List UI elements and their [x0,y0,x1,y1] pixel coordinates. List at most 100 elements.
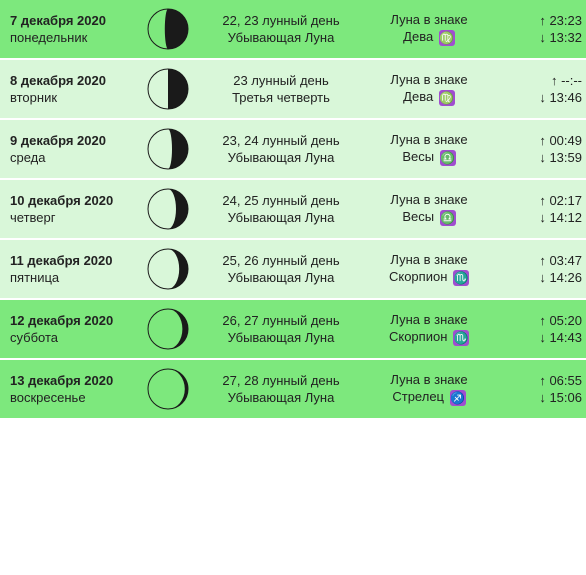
phase-name-text: Убывающая Луна [228,390,335,405]
zodiac-glyph-icon: ♐ [450,390,466,406]
date-text: 10 декабря 2020 [10,193,130,208]
calendar-row[interactable]: 11 декабря 2020 пятница 25, 26 лунный де… [0,240,586,300]
zodiac-cell: Луна в знаке Дева ♍ [364,12,494,46]
zodiac-glyph-icon: ♎ [440,150,456,166]
moonset-time: ↓ 13:46 [539,90,582,105]
weekday-text: воскресенье [10,390,130,405]
times-cell: ↑ --:-- ↓ 13:46 [502,73,582,105]
moon-in-sign-label: Луна в знаке [390,312,467,327]
weekday-text: суббота [10,330,130,345]
phase-name-text: Убывающая Луна [228,330,335,345]
times-cell: ↑ 06:55 ↓ 15:06 [502,373,582,405]
zodiac-cell: Луна в знаке Весы ♎ [364,192,494,226]
date-cell: 13 декабря 2020 воскресенье [10,373,130,405]
date-text: 12 декабря 2020 [10,313,130,328]
phase-name-text: Убывающая Луна [228,30,335,45]
zodiac-sign-name: Весы [402,149,434,164]
zodiac-sign-name: Дева [403,89,433,104]
moonset-time: ↓ 14:12 [539,210,582,225]
moon-phase-icon [138,368,198,410]
lunar-day-text: 23 лунный день [233,73,329,88]
calendar-row[interactable]: 13 декабря 2020 воскресенье 27, 28 лунны… [0,360,586,420]
weekday-text: четверг [10,210,130,225]
phase-name-text: Убывающая Луна [228,210,335,225]
zodiac-sign-name: Стрелец [392,389,444,404]
times-cell: ↑ 05:20 ↓ 14:43 [502,313,582,345]
moonrise-time: ↑ 06:55 [539,373,582,388]
weekday-text: пятница [10,270,130,285]
zodiac-cell: Луна в знаке Скорпион ♏ [364,252,494,286]
lunar-day-cell: 23, 24 лунный день Убывающая Луна [206,133,356,165]
moon-in-sign-label: Луна в знаке [390,372,467,387]
date-cell: 8 декабря 2020 вторник [10,73,130,105]
phase-name-text: Третья четверть [232,90,330,105]
times-cell: ↑ 03:47 ↓ 14:26 [502,253,582,285]
times-cell: ↑ 00:49 ↓ 13:59 [502,133,582,165]
date-cell: 7 декабря 2020 понедельник [10,13,130,45]
lunar-day-cell: 22, 23 лунный день Убывающая Луна [206,13,356,45]
lunar-calendar-table: 7 декабря 2020 понедельник 22, 23 лунный… [0,0,586,420]
moonrise-time: ↑ 00:49 [539,133,582,148]
date-cell: 9 декабря 2020 среда [10,133,130,165]
moon-in-sign-label: Луна в знаке [390,132,467,147]
zodiac-glyph-icon: ♏ [453,270,469,286]
zodiac-glyph-icon: ♍ [439,90,455,106]
lunar-day-text: 25, 26 лунный день [222,253,339,268]
moonset-time: ↓ 14:43 [539,330,582,345]
date-text: 8 декабря 2020 [10,73,130,88]
moon-in-sign-label: Луна в знаке [390,12,467,27]
moonset-time: ↓ 13:59 [539,150,582,165]
moonrise-time: ↑ --:-- [551,73,582,88]
weekday-text: понедельник [10,30,130,45]
moonset-time: ↓ 14:26 [539,270,582,285]
zodiac-sign-line: Весы ♎ [402,149,455,166]
calendar-row[interactable]: 12 декабря 2020 суббота 26, 27 лунный де… [0,300,586,360]
times-cell: ↑ 02:17 ↓ 14:12 [502,193,582,225]
zodiac-sign-name: Дева [403,29,433,44]
lunar-day-cell: 27, 28 лунный день Убывающая Луна [206,373,356,405]
date-cell: 11 декабря 2020 пятница [10,253,130,285]
date-cell: 12 декабря 2020 суббота [10,313,130,345]
zodiac-sign-name: Скорпион [389,329,447,344]
calendar-row[interactable]: 7 декабря 2020 понедельник 22, 23 лунный… [0,0,586,60]
times-cell: ↑ 23:23 ↓ 13:32 [502,13,582,45]
lunar-day-cell: 23 лунный день Третья четверть [206,73,356,105]
zodiac-cell: Луна в знаке Дева ♍ [364,72,494,106]
lunar-day-text: 24, 25 лунный день [222,193,339,208]
moonset-time: ↓ 15:06 [539,390,582,405]
calendar-row[interactable]: 9 декабря 2020 среда 23, 24 лунный день … [0,120,586,180]
zodiac-sign-name: Скорпион [389,269,447,284]
lunar-day-text: 27, 28 лунный день [222,373,339,388]
zodiac-sign-line: Скорпион ♏ [389,269,469,286]
lunar-day-cell: 25, 26 лунный день Убывающая Луна [206,253,356,285]
date-text: 7 декабря 2020 [10,13,130,28]
moon-phase-icon [138,8,198,50]
lunar-day-cell: 24, 25 лунный день Убывающая Луна [206,193,356,225]
zodiac-sign-line: Весы ♎ [402,209,455,226]
moon-phase-icon [138,128,198,170]
zodiac-sign-line: Дева ♍ [403,29,455,46]
phase-name-text: Убывающая Луна [228,270,335,285]
zodiac-glyph-icon: ♎ [440,210,456,226]
zodiac-glyph-icon: ♏ [453,330,469,346]
weekday-text: вторник [10,90,130,105]
date-text: 9 декабря 2020 [10,133,130,148]
calendar-row[interactable]: 10 декабря 2020 четверг 24, 25 лунный де… [0,180,586,240]
moon-in-sign-label: Луна в знаке [390,252,467,267]
moon-in-sign-label: Луна в знаке [390,72,467,87]
date-text: 13 декабря 2020 [10,373,130,388]
lunar-day-text: 26, 27 лунный день [222,313,339,328]
lunar-day-cell: 26, 27 лунный день Убывающая Луна [206,313,356,345]
zodiac-sign-line: Скорпион ♏ [389,329,469,346]
moon-in-sign-label: Луна в знаке [390,192,467,207]
zodiac-sign-line: Дева ♍ [403,89,455,106]
calendar-row[interactable]: 8 декабря 2020 вторник 23 лунный день Тр… [0,60,586,120]
zodiac-sign-line: Стрелец ♐ [392,389,465,406]
zodiac-sign-name: Весы [402,209,434,224]
moonrise-time: ↑ 02:17 [539,193,582,208]
phase-name-text: Убывающая Луна [228,150,335,165]
date-text: 11 декабря 2020 [10,253,130,268]
moon-phase-icon [138,68,198,110]
weekday-text: среда [10,150,130,165]
lunar-day-text: 23, 24 лунный день [222,133,339,148]
